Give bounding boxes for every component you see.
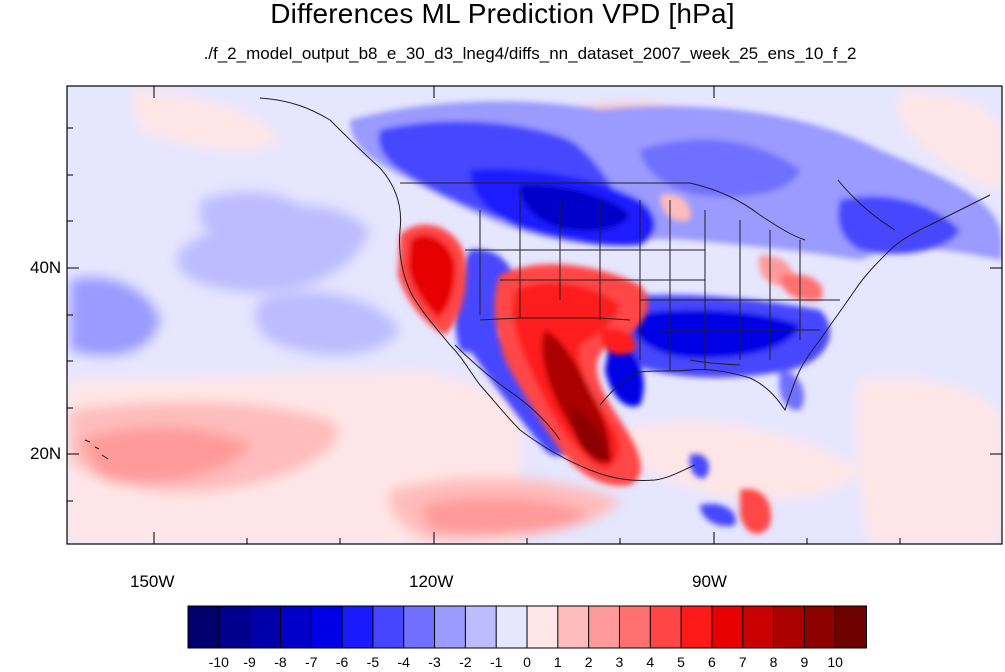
boundaries <box>84 97 991 481</box>
colorbar-swatch <box>526 605 559 649</box>
colorbar-tick-label: -6 <box>335 654 349 670</box>
positive-anomalies <box>398 194 823 534</box>
colorbar-swatch <box>588 605 621 649</box>
colorbar-tick-label: 7 <box>738 654 747 670</box>
colorbar-swatch <box>495 605 529 649</box>
map-frame <box>66 85 1003 545</box>
colorbar-swatch <box>742 605 775 649</box>
colorbar-tick-label: 1 <box>553 654 562 670</box>
colorbar-tick-label: -1 <box>489 654 503 670</box>
colorbar-swatch <box>773 605 806 649</box>
lon-label-90w: 90W <box>692 572 727 591</box>
colorbar-swatch <box>249 605 282 649</box>
colorbar-tick-label: 6 <box>708 654 716 670</box>
ocean-field <box>67 90 1002 544</box>
colorbar-tick-label: -8 <box>274 654 287 670</box>
colorbar <box>187 605 868 649</box>
colorbar-tick-label: 10 <box>827 654 843 670</box>
colorbar-swatch <box>372 605 405 649</box>
colorbar-tick-label: -5 <box>366 654 380 670</box>
colorbar-swatch <box>279 605 313 649</box>
colorbar-swatch <box>310 605 344 649</box>
lat-label-20n: 20N <box>30 444 62 463</box>
colorbar-tick-label: -2 <box>459 654 472 670</box>
colorbar-tick-label: -9 <box>243 654 256 670</box>
colorbar-tick-label: 4 <box>646 654 655 670</box>
colorbar-swatch <box>680 605 713 649</box>
colorbar-swatch <box>649 605 683 649</box>
lon-label-150w: 150W <box>130 572 175 591</box>
map-plot-area <box>67 86 1002 544</box>
colorbar-swatch <box>618 605 652 649</box>
colorbar-swatch <box>711 605 744 649</box>
negative-anomalies <box>350 101 1002 527</box>
colorbar-tick-label: -3 <box>428 654 441 670</box>
colorbar-tick-label: -4 <box>397 654 410 670</box>
colorbar-swatch <box>403 605 436 649</box>
lon-label-120w: 120W <box>409 572 454 591</box>
colorbar-swatch <box>803 605 837 649</box>
colorbar-tick-label: 3 <box>615 654 624 670</box>
colorbar-tick-label: -7 <box>305 654 318 670</box>
colorbar-swatch <box>434 605 467 649</box>
colorbar-tick-label: 0 <box>523 654 531 670</box>
colorbar-tick-label: 8 <box>769 654 778 670</box>
page-title: Differences ML Prediction VPD [hPa] <box>270 0 735 29</box>
colorbar-tick-label: 9 <box>800 654 809 670</box>
subtitle: ./f_2_model_output_b8_e_30_d3_lneg4/diff… <box>203 44 857 63</box>
lat-label-40n: 40N <box>30 258 62 277</box>
colorbar-swatch <box>218 605 251 649</box>
colorbar-swatch <box>464 605 498 649</box>
colorbar-tick-label: -10 <box>208 654 229 670</box>
colorbar-swatch <box>834 605 868 649</box>
colorbar-swatch <box>187 605 220 649</box>
colorbar-swatch <box>341 605 374 649</box>
colorbar-swatch <box>557 605 590 649</box>
colorbar-tick-label: 2 <box>584 654 593 670</box>
colorbar-tick-label: 5 <box>677 654 685 670</box>
